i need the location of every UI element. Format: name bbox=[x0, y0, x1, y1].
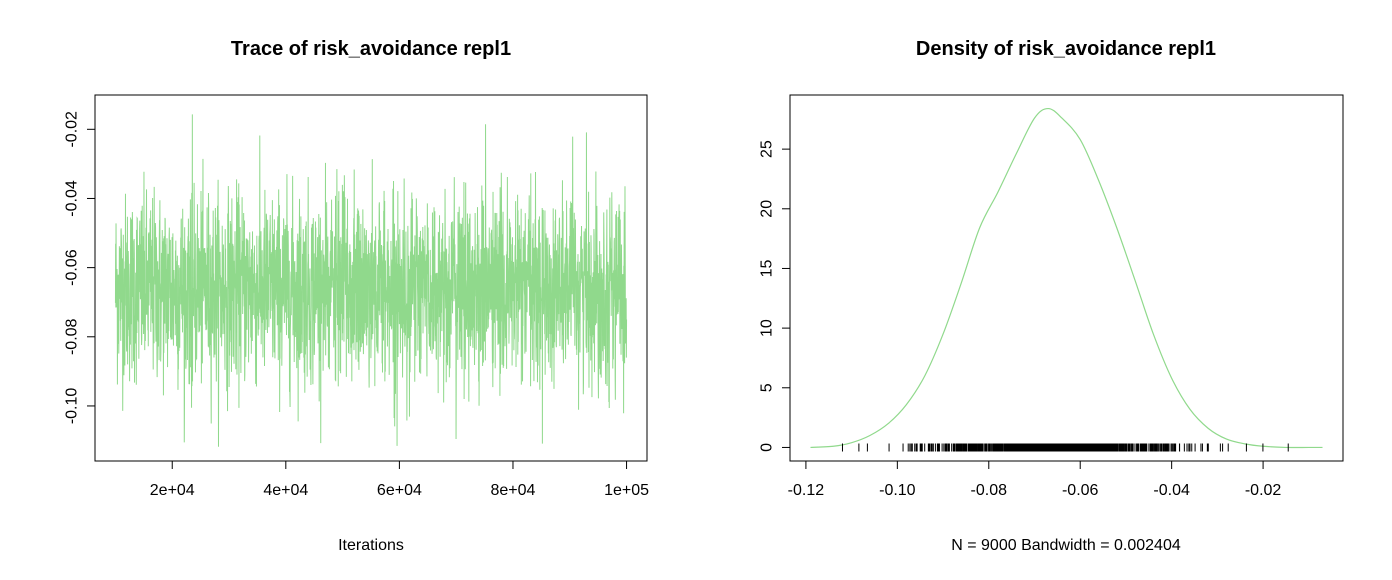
y-tick-label: 20 bbox=[759, 200, 776, 218]
trace-series-line bbox=[114, 114, 628, 447]
y-tick-label: 10 bbox=[759, 319, 776, 337]
density-rug bbox=[841, 443, 1289, 452]
density-y-axis: 0 5 10 15 20 25 bbox=[759, 140, 791, 452]
trace-plot-area bbox=[114, 114, 628, 447]
x-tick-label: 1e+05 bbox=[604, 482, 649, 499]
density-x-label: N = 9000 Bandwidth = 0.002404 bbox=[951, 537, 1181, 554]
x-tick-label: -0.02 bbox=[1245, 482, 1282, 499]
y-tick-label: -0.02 bbox=[64, 111, 81, 148]
density-panel: Density of risk_avoidance repl1 -0.12 -0.… bbox=[759, 38, 1344, 554]
y-tick-label: 5 bbox=[759, 383, 776, 392]
trace-x-axis: 2e+04 4e+04 6e+04 8e+04 1e+05 bbox=[150, 460, 649, 499]
x-tick-label: -0.12 bbox=[788, 482, 825, 499]
x-tick-label: 6e+04 bbox=[377, 482, 422, 499]
trace-y-axis: -0.10 -0.08 -0.06 -0.04 -0.02 bbox=[64, 111, 96, 424]
y-tick-label: 0 bbox=[759, 443, 776, 452]
density-x-axis: -0.12 -0.10 -0.08 -0.06 -0.04 -0.02 bbox=[788, 460, 1282, 499]
x-tick-label: 8e+04 bbox=[491, 482, 536, 499]
x-tick-label: -0.06 bbox=[1062, 482, 1099, 499]
density-plot-box bbox=[789, 94, 1344, 462]
y-tick-label: -0.10 bbox=[64, 388, 81, 425]
x-tick-label: -0.08 bbox=[971, 482, 1008, 499]
y-tick-label: -0.08 bbox=[64, 318, 81, 355]
x-tick-label: 2e+04 bbox=[150, 482, 195, 499]
trace-title: Trace of risk_avoidance repl1 bbox=[231, 38, 511, 60]
x-tick-label: 4e+04 bbox=[263, 482, 308, 499]
rug-marks bbox=[841, 443, 1289, 452]
density-curve bbox=[810, 107, 1323, 449]
y-tick-label: 25 bbox=[759, 140, 776, 158]
y-tick-label: -0.06 bbox=[64, 249, 81, 286]
x-tick-label: -0.10 bbox=[879, 482, 916, 499]
y-tick-label: 15 bbox=[759, 259, 776, 277]
density-title: Density of risk_avoidance repl1 bbox=[916, 38, 1216, 60]
density-plot-area bbox=[810, 107, 1323, 452]
trace-panel: Trace of risk_avoidance repl1 2e+04 4e+04… bbox=[64, 38, 650, 554]
x-tick-label: -0.04 bbox=[1153, 482, 1190, 499]
trace-x-label: Iterations bbox=[338, 537, 404, 554]
y-tick-label: -0.04 bbox=[64, 180, 81, 217]
